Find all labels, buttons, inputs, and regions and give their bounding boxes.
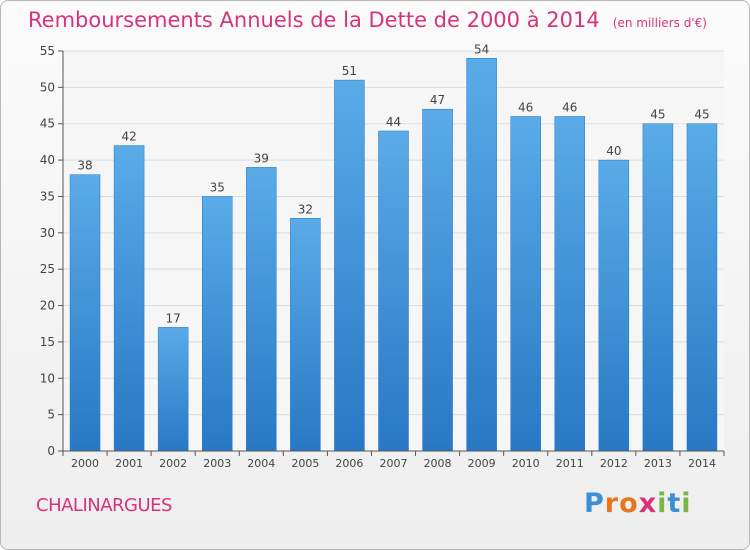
- x-tick-label: 2007: [380, 457, 408, 470]
- y-tick-label: 15: [40, 335, 55, 349]
- logo-letter: P: [584, 488, 605, 519]
- bar-value-label: 47: [430, 93, 445, 107]
- bar: [422, 108, 453, 452]
- logo-letter: t: [667, 488, 682, 519]
- bar: [598, 159, 630, 452]
- y-tick-label: 55: [40, 44, 55, 58]
- bar: [642, 123, 674, 452]
- x-tick-label: 2000: [71, 457, 99, 470]
- place-name: CHALINARGUES: [36, 495, 172, 516]
- chart-title: Remboursements Annuels de la Dette de 20…: [28, 8, 600, 32]
- bar-value-label: 45: [650, 108, 665, 122]
- bar: [334, 79, 365, 452]
- x-tick-label: 2009: [468, 457, 496, 470]
- x-tick-label: 2003: [203, 457, 231, 470]
- bar-value-label: 32: [298, 202, 313, 216]
- y-tick-label: 45: [40, 117, 55, 131]
- bar: [201, 196, 233, 452]
- bar-value-label: 39: [254, 151, 269, 165]
- bar: [290, 218, 321, 452]
- bar-value-label: 46: [562, 100, 577, 114]
- logo-letter: r: [604, 488, 620, 519]
- y-tick-label: 40: [40, 153, 55, 167]
- y-tick-label: 30: [40, 226, 55, 240]
- bar-value-label: 46: [518, 100, 533, 114]
- axes: 0 5 10 15 20 25 30 35 40 45 50 55 2000 2001 2002 2003 20…: [40, 44, 725, 470]
- bar: [510, 116, 541, 452]
- bar: [466, 58, 497, 452]
- chart-title-row: Remboursements Annuels de la Dette de 20…: [28, 8, 707, 32]
- bar: [113, 145, 145, 452]
- bar-value-label: 44: [386, 115, 401, 129]
- x-tick-label: 2002: [159, 457, 187, 470]
- bar-value-label: 51: [342, 64, 357, 78]
- logo-letter: x: [638, 488, 658, 519]
- bar-value-label: 45: [694, 108, 709, 122]
- bar: [554, 116, 586, 452]
- x-tick-label: 2014: [688, 457, 716, 470]
- y-tick-label: 20: [40, 299, 55, 313]
- x-tick-label: 2012: [600, 457, 628, 470]
- logo-letter: i: [681, 488, 692, 519]
- bar: [378, 130, 409, 452]
- x-tick-label: 2008: [424, 457, 452, 470]
- bar: [246, 167, 277, 452]
- bar-value-label: 54: [474, 42, 489, 56]
- x-tick-label: 2004: [247, 457, 275, 470]
- bar: [69, 174, 101, 452]
- bar-value-label: 17: [166, 311, 181, 325]
- y-tick-label: 5: [47, 408, 55, 422]
- chart-subtitle: (en milliers d'€): [612, 16, 707, 30]
- bar: [157, 327, 189, 452]
- bar-value-label: 35: [210, 180, 225, 194]
- x-tick-label: 2013: [644, 457, 672, 470]
- y-tick-label: 35: [40, 189, 55, 203]
- y-tick-label: 50: [40, 80, 55, 94]
- proxiti-logo: Proxiti: [584, 488, 692, 519]
- x-tick-label: 2001: [115, 457, 143, 470]
- y-tick-label: 0: [47, 444, 55, 458]
- y-tick-label: 25: [40, 262, 55, 276]
- x-tick-label: 2006: [335, 457, 363, 470]
- bar-value-label: 42: [121, 130, 136, 144]
- x-tick-label: 2011: [556, 457, 584, 470]
- x-tick-label: 2005: [291, 457, 319, 470]
- bar-value-label: 38: [77, 159, 92, 173]
- logo-letter: i: [657, 488, 668, 519]
- x-tick-label: 2010: [512, 457, 540, 470]
- y-tick-label: 10: [40, 371, 55, 385]
- bar-value-label: 40: [606, 144, 621, 158]
- bar-chart: 38 42 17 35 39 32 51 44 47 54 46 46 40 45 45 0 5 10 15 20 2…: [40, 42, 725, 470]
- logo-letter: o: [619, 488, 639, 519]
- bar: [686, 123, 718, 452]
